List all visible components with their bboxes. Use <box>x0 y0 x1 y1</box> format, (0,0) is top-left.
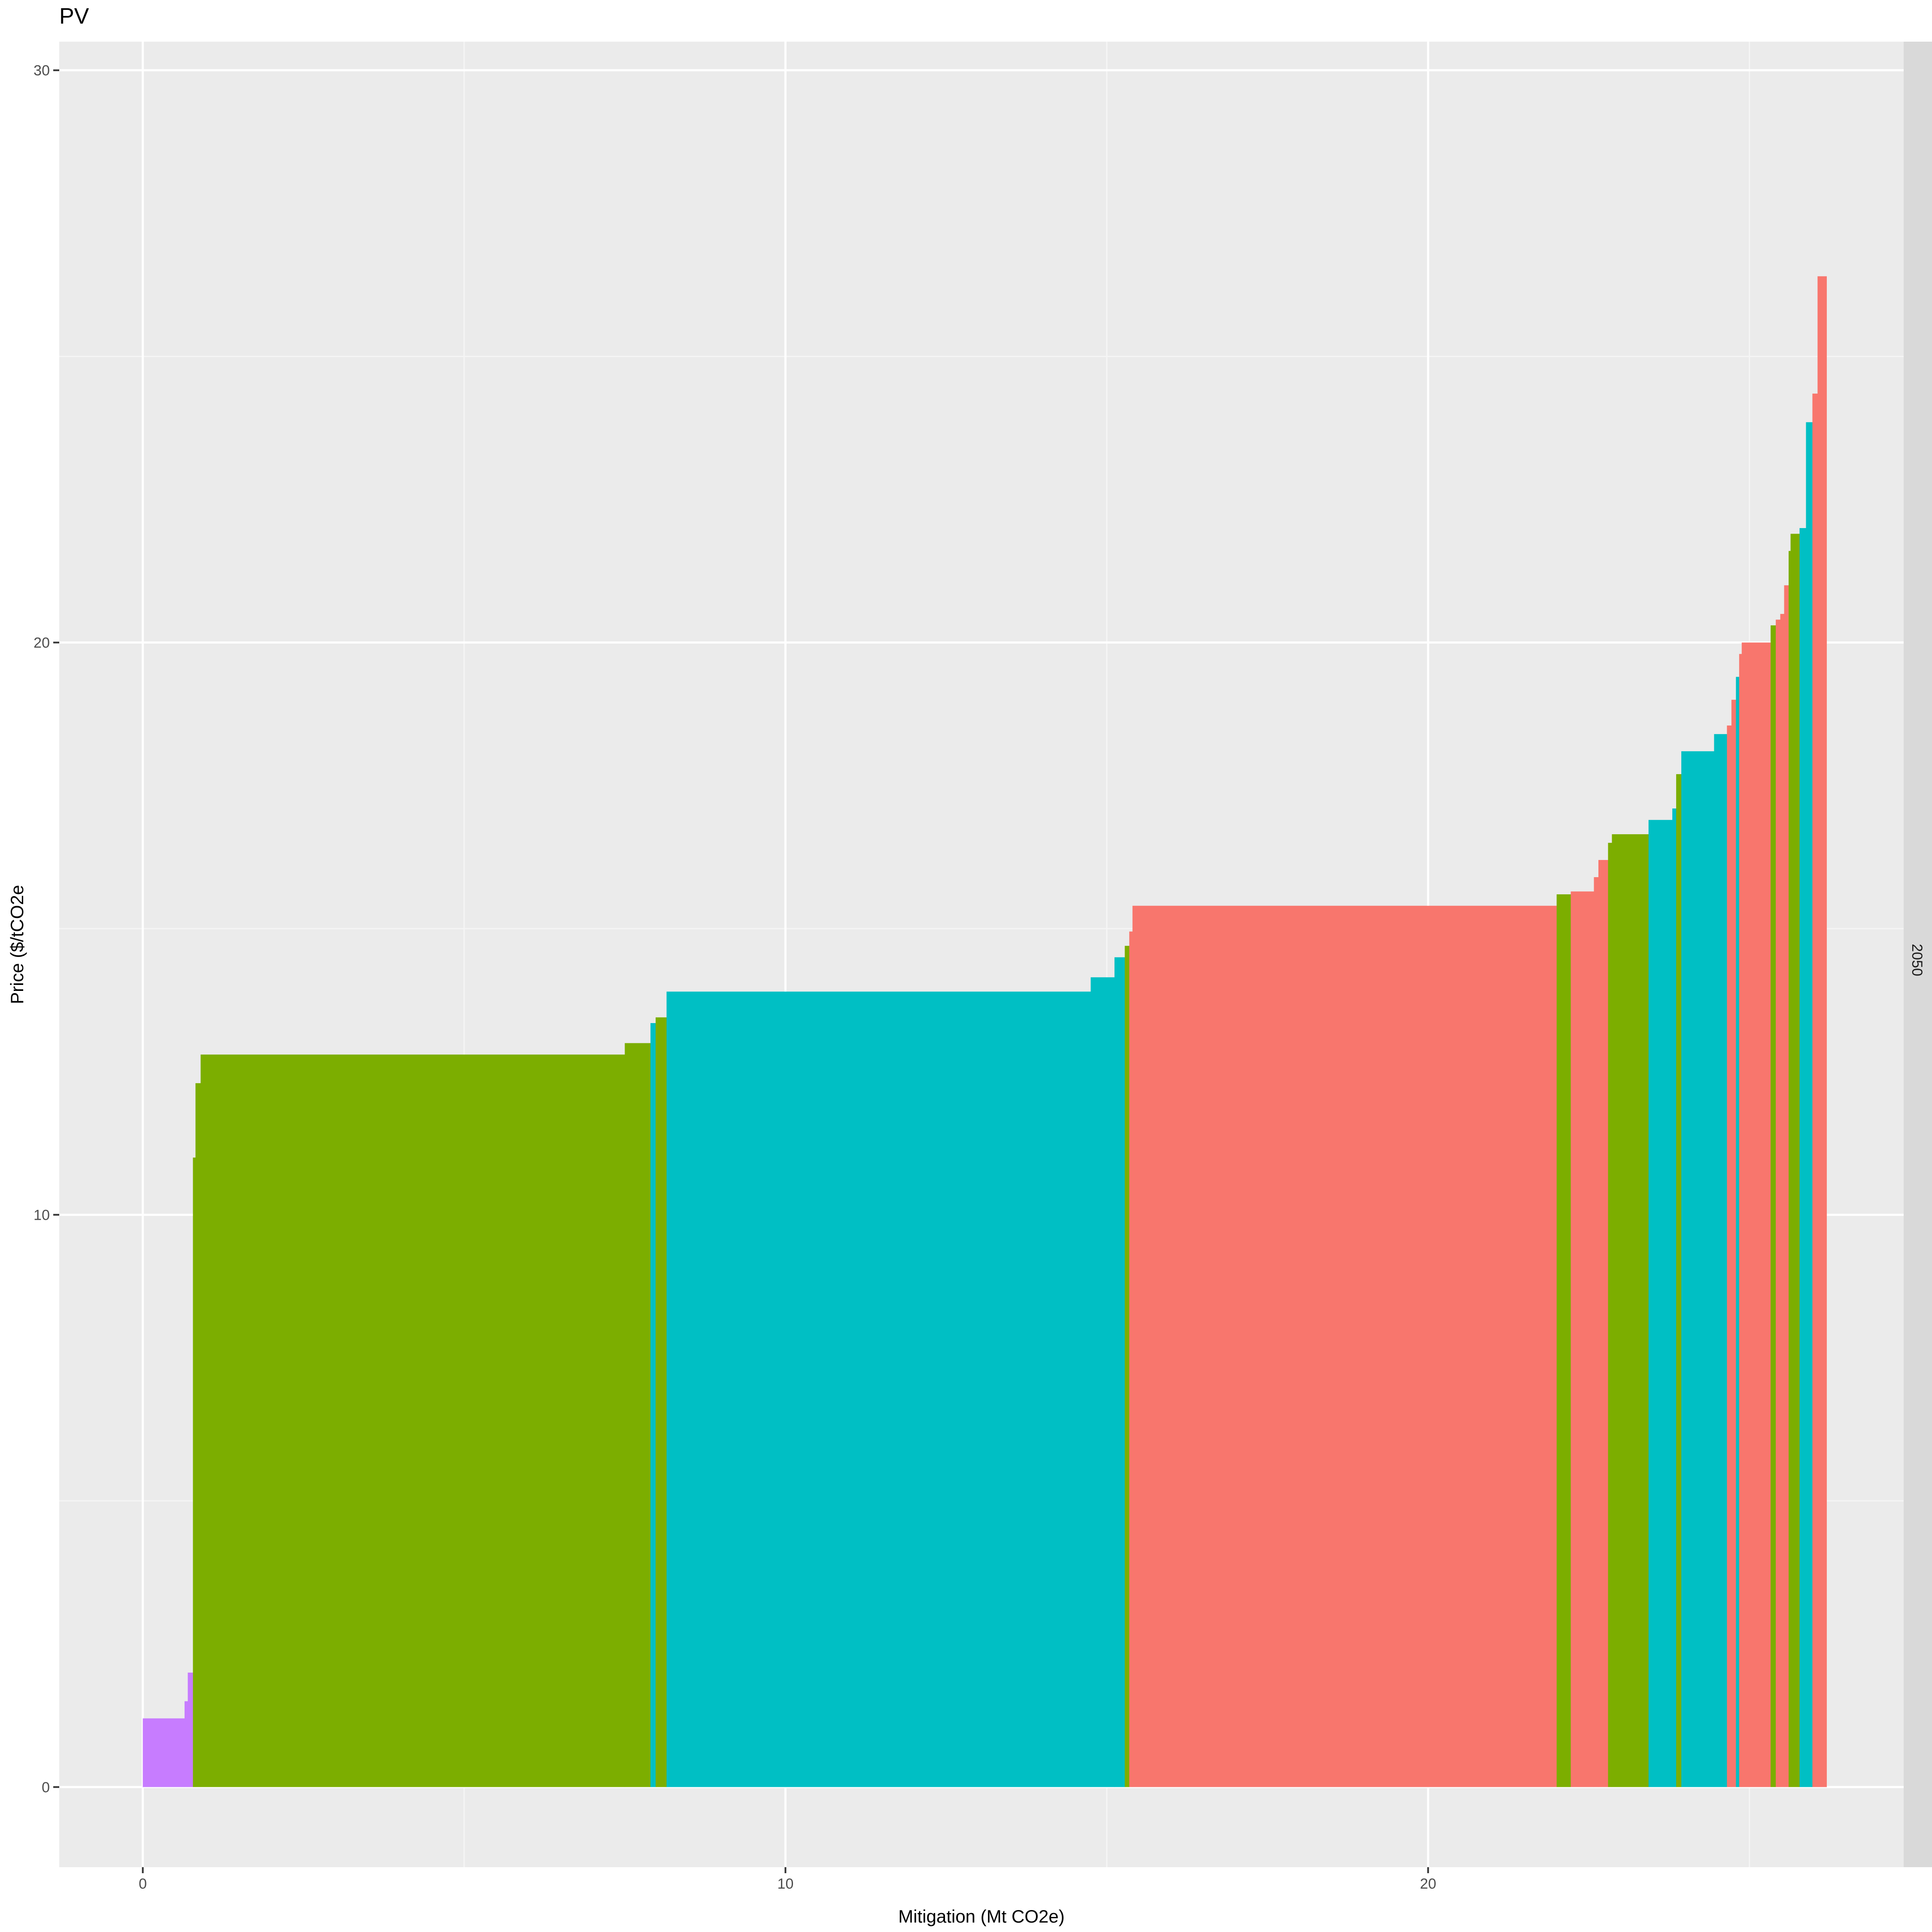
y-tick-label: 10 <box>33 1207 50 1223</box>
x-axis-title: Mitigation (Mt CO2e) <box>898 1906 1064 1926</box>
mitigation-bar <box>1739 654 1742 1787</box>
mitigation-bar <box>1771 625 1776 1787</box>
mitigation-bar <box>195 1083 201 1787</box>
mitigation-bars <box>143 276 1827 1787</box>
x-tick-label: 10 <box>778 1876 794 1892</box>
mitigation-bar <box>1780 614 1785 1787</box>
mitigation-bar <box>1784 585 1789 1787</box>
mitigation-bar <box>1776 620 1781 1787</box>
mitigation-bar <box>1812 393 1818 1787</box>
mitigation-bar <box>666 991 1091 1787</box>
facet-strip <box>1904 42 1932 1867</box>
mitigation-bar <box>1129 931 1133 1787</box>
y-tick-label: 20 <box>33 635 50 651</box>
mitigation-bar <box>1594 877 1599 1787</box>
mitigation-bar <box>1817 276 1827 1787</box>
y-tick-label: 30 <box>33 63 50 79</box>
mitigation-bar <box>1741 642 1771 1787</box>
mitigation-bar <box>143 1718 185 1787</box>
y-axis-title: Price ($/tCO2e <box>7 885 27 1004</box>
mitigation-bar <box>1727 725 1732 1787</box>
mitigation-bar <box>1124 946 1130 1787</box>
mitigation-bar <box>1672 808 1677 1787</box>
y-tick-label: 0 <box>42 1779 50 1795</box>
mitigation-bar <box>193 1157 196 1787</box>
mitigation-bar <box>625 1043 651 1787</box>
mitigation-bar <box>1114 957 1125 1787</box>
mitigation-bar <box>1571 891 1595 1787</box>
mitigation-bar <box>188 1672 193 1787</box>
mitigation-bar <box>1790 534 1800 1787</box>
x-tick-label: 0 <box>139 1876 147 1892</box>
y-axis-ticks: 0 10 20 30 <box>33 63 59 1795</box>
mitigation-bar <box>184 1701 188 1787</box>
mitigation-bar <box>1648 820 1673 1787</box>
facet-strip-label: 2050 <box>1909 944 1925 976</box>
mitigation-bar <box>1714 734 1727 1787</box>
x-axis-ticks: 0 10 20 <box>139 1867 1436 1892</box>
x-tick-label: 20 <box>1420 1876 1436 1892</box>
mitigation-bar <box>1556 894 1571 1787</box>
mitigation-bar <box>1608 843 1613 1787</box>
mitigation-bar <box>1681 751 1715 1787</box>
mitigation-bar <box>1612 834 1649 1787</box>
mitigation-bar <box>1731 699 1736 1787</box>
mitigation-bar <box>1091 977 1115 1787</box>
chart-title: PV <box>59 4 89 29</box>
mitigation-bar <box>1132 905 1557 1787</box>
mitigation-bar <box>650 1023 656 1787</box>
mitigation-bar <box>1789 551 1791 1787</box>
mitigation-bar <box>1598 860 1609 1787</box>
mitigation-bar <box>656 1017 667 1787</box>
mitigation-bar <box>1736 677 1740 1787</box>
mitigation-bar <box>1799 528 1807 1787</box>
mitigation-bar <box>1806 422 1813 1787</box>
mitigation-bar <box>1676 774 1682 1787</box>
mitigation-bar <box>200 1054 625 1787</box>
